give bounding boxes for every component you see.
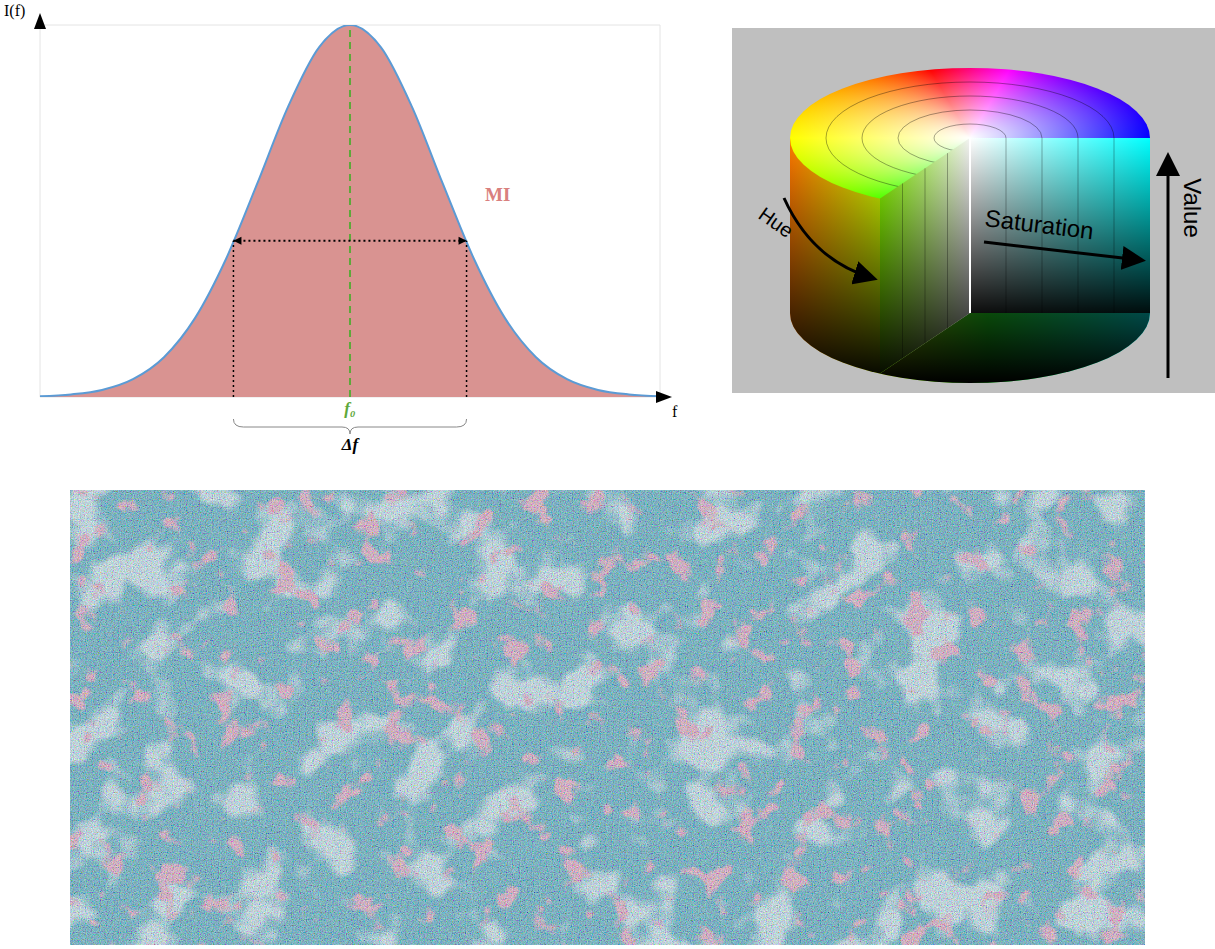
html-text:Δf: Δf (341, 435, 359, 454)
html-text:MI: MI (485, 184, 511, 205)
html-text:f₀: f₀ (344, 399, 356, 418)
html-text:I(f): I(f) (4, 2, 26, 19)
html-text:f: f (672, 403, 678, 420)
svg-text:Hue: Hue (755, 203, 798, 242)
svg-text:Saturation: Saturation (983, 204, 1095, 244)
svg-text:Value: Value (1179, 178, 1206, 238)
